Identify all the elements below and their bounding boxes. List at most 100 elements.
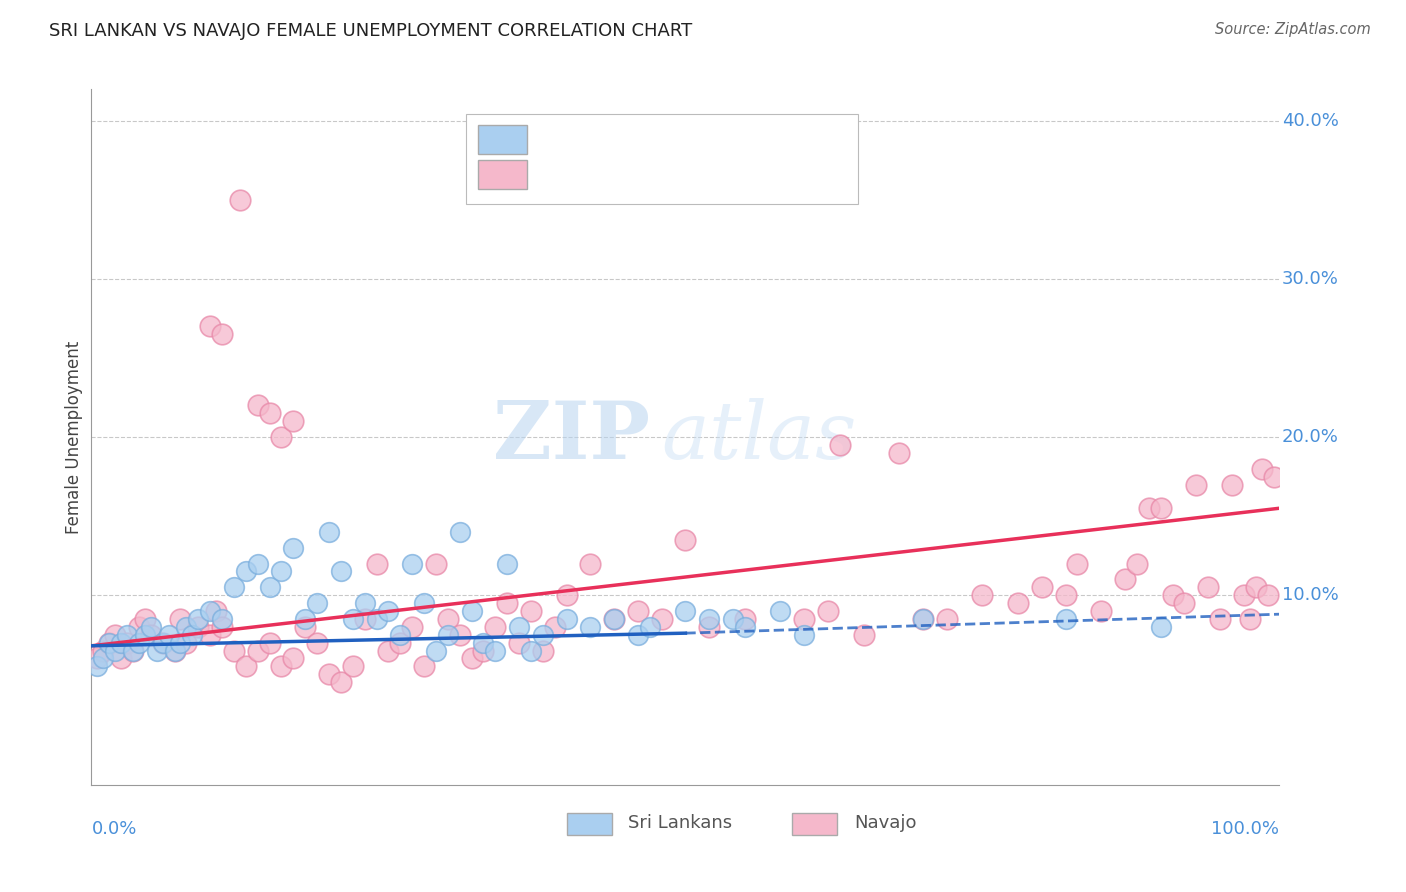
Text: Navajo: Navajo <box>853 814 917 832</box>
Point <box>425 643 447 657</box>
Point <box>531 628 554 642</box>
Point <box>110 635 132 649</box>
Point <box>259 406 281 420</box>
Text: 10.0%: 10.0% <box>1282 586 1339 604</box>
Point <box>200 319 222 334</box>
Point <box>246 643 269 657</box>
FancyBboxPatch shape <box>478 125 527 154</box>
Point <box>86 659 108 673</box>
Point <box>673 604 696 618</box>
Point <box>128 635 150 649</box>
Point <box>211 327 233 342</box>
Point <box>1149 620 1171 634</box>
Point <box>496 596 519 610</box>
Point <box>697 620 720 634</box>
Point <box>889 446 911 460</box>
Point <box>342 612 364 626</box>
Point <box>520 604 543 618</box>
Point <box>122 643 145 657</box>
Text: R =  0.295   N = 87: R = 0.295 N = 87 <box>540 164 731 182</box>
Point <box>294 612 316 626</box>
Point <box>413 596 436 610</box>
Point <box>187 612 209 626</box>
Point <box>627 604 650 618</box>
Point <box>793 628 815 642</box>
Text: Source: ZipAtlas.com: Source: ZipAtlas.com <box>1215 22 1371 37</box>
Point <box>246 399 269 413</box>
Point <box>270 430 292 444</box>
Point <box>1137 501 1160 516</box>
Point <box>187 620 209 634</box>
Point <box>152 635 174 649</box>
Point <box>318 667 340 681</box>
Point <box>1007 596 1029 610</box>
Point <box>603 612 626 626</box>
Point <box>401 620 423 634</box>
Point <box>104 643 127 657</box>
Point <box>98 635 121 649</box>
Point <box>229 193 252 207</box>
Point <box>721 612 744 626</box>
Point <box>377 643 399 657</box>
Point <box>110 651 132 665</box>
Point <box>460 604 482 618</box>
Point <box>1066 557 1088 571</box>
Point <box>259 580 281 594</box>
Point <box>413 659 436 673</box>
Point <box>246 557 269 571</box>
Text: 20.0%: 20.0% <box>1282 428 1339 446</box>
Point <box>307 635 329 649</box>
Point <box>318 524 340 539</box>
Point <box>1257 588 1279 602</box>
Text: ZIP: ZIP <box>492 398 650 476</box>
Point <box>235 659 257 673</box>
Point <box>176 620 198 634</box>
Point <box>544 620 567 634</box>
Point <box>579 557 602 571</box>
Text: 0.0%: 0.0% <box>91 820 136 838</box>
Point <box>436 628 458 642</box>
Point <box>460 651 482 665</box>
Point <box>734 620 756 634</box>
Point <box>627 628 650 642</box>
Point <box>1161 588 1184 602</box>
Point <box>98 635 121 649</box>
Text: 40.0%: 40.0% <box>1282 112 1339 130</box>
Point <box>817 604 839 618</box>
Point <box>283 414 305 428</box>
Point <box>520 643 543 657</box>
Point <box>436 612 458 626</box>
Point <box>200 604 222 618</box>
Point <box>793 612 815 626</box>
Point <box>169 612 191 626</box>
Point <box>1054 612 1077 626</box>
Point <box>484 620 506 634</box>
Point <box>329 565 352 579</box>
Point <box>472 635 495 649</box>
Text: 30.0%: 30.0% <box>1282 270 1339 288</box>
Point <box>508 620 530 634</box>
Point <box>1031 580 1053 594</box>
FancyBboxPatch shape <box>478 161 527 189</box>
Point <box>638 620 661 634</box>
Point <box>935 612 957 626</box>
Point <box>1185 477 1208 491</box>
Point <box>389 635 412 649</box>
Point <box>673 533 696 547</box>
Point <box>270 565 292 579</box>
Point <box>134 612 156 626</box>
FancyBboxPatch shape <box>465 113 858 204</box>
Point <box>555 612 578 626</box>
Point <box>1239 612 1261 626</box>
Point <box>283 541 305 555</box>
Point <box>697 612 720 626</box>
Point <box>1220 477 1243 491</box>
Point <box>342 659 364 673</box>
Point <box>531 643 554 657</box>
Point <box>353 612 375 626</box>
Point <box>222 643 245 657</box>
Point <box>496 557 519 571</box>
FancyBboxPatch shape <box>793 813 838 835</box>
Point <box>139 628 162 642</box>
Point <box>329 675 352 690</box>
